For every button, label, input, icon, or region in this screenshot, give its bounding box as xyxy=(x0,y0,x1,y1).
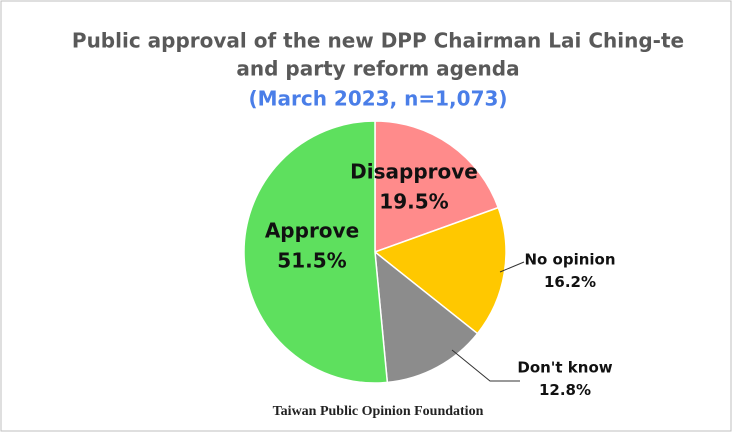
slice-label: Approve xyxy=(265,219,359,243)
pie-slice xyxy=(373,206,507,335)
slice-label: Disapprove xyxy=(350,160,478,184)
source: Taiwan Public Opinion Foundation xyxy=(273,404,484,419)
chart-title: and party reform agenda xyxy=(236,57,519,81)
value-label: 19.5% xyxy=(379,190,448,214)
leader-line xyxy=(499,261,525,273)
chart-subtitle: (March 2023, n=1,073) xyxy=(248,87,507,111)
chart-title: Public approval of the new DPP Chairman … xyxy=(72,29,684,53)
slice-label: No opinion xyxy=(524,251,615,269)
slice-label: Don't know xyxy=(517,359,612,377)
pie-slice xyxy=(374,120,500,254)
leader-line xyxy=(451,349,520,382)
value-label: 16.2% xyxy=(544,273,596,291)
value-label: 12.8% xyxy=(539,381,591,399)
value-label: 51.5% xyxy=(277,249,346,273)
pie-slice xyxy=(243,120,389,384)
pie-slice xyxy=(374,250,479,384)
